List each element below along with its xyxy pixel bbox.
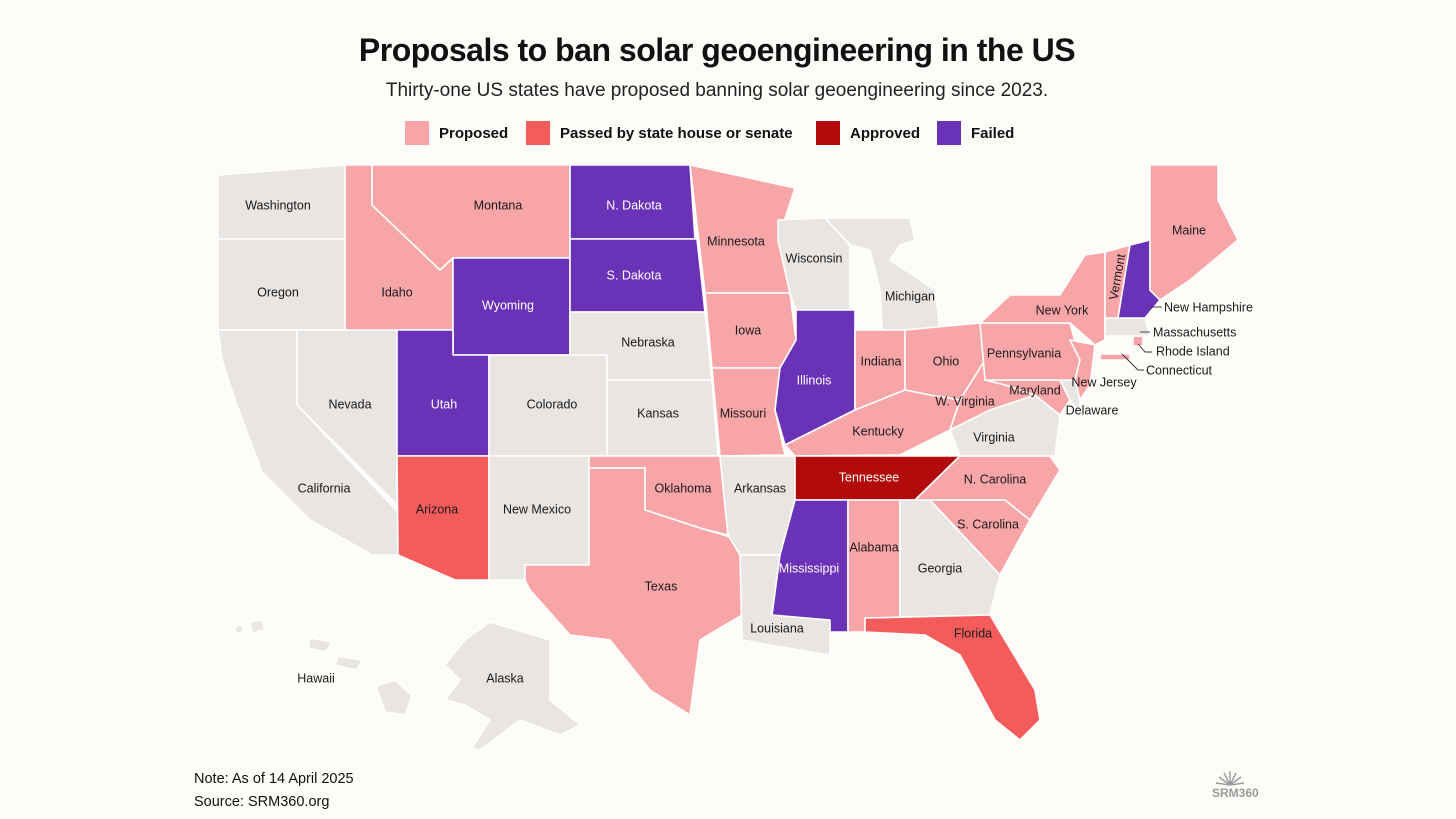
label-delaware: Delaware [1066,403,1119,417]
label-georgia: Georgia [918,561,963,575]
label-w-virginia: W. Virginia [935,394,995,408]
label-ohio: Ohio [933,354,959,368]
logo-text: SRM360 [1212,786,1259,800]
label-s-carolina: S. Carolina [957,517,1019,531]
srm360-logo: SRM360 [1212,770,1268,800]
label-tennessee: Tennessee [839,470,900,484]
legend-swatch-proposed [405,121,429,145]
legend-label-proposed: Proposed [439,124,509,142]
label-connecticut: Connecticut [1146,363,1213,377]
state-hawaii-5[interactable] [375,679,413,716]
leader-connecticut [1121,353,1144,371]
label-texas: Texas [645,579,678,593]
legend-label-passed: Passed by state house or senate [560,124,793,142]
label-hawaii: Hawaii [297,671,335,685]
label-n-dakota: N. Dakota [606,198,662,212]
state-hawaii-4[interactable] [334,655,363,671]
label-mississippi: Mississippi [779,561,839,575]
label-illinois: Illinois [797,373,832,387]
map-title: Proposals to ban solar geoengineering in… [358,32,1076,68]
state-new-mexico[interactable] [488,455,590,581]
label-nebraska: Nebraska [621,335,675,349]
legend-item-approved: Approved [816,121,920,145]
legend-item-passed: Passed by state house or senate [526,121,793,145]
label-utah: Utah [431,397,457,411]
label-virginia: Virginia [973,430,1015,444]
label-alaska: Alaska [486,671,524,685]
label-florida: Florida [954,626,992,640]
label-new-mexico: New Mexico [503,502,571,516]
state-new-york[interactable] [979,251,1106,346]
label-oklahoma: Oklahoma [655,481,712,495]
label-maryland: Maryland [1009,383,1060,397]
legend-label-failed: Failed [971,124,1015,142]
source-text: Source: SRM360.org [194,794,330,810]
legend-item-proposed: Proposed [405,121,508,145]
state-alabama[interactable] [847,499,901,633]
label-iowa: Iowa [735,323,761,337]
state-hawaii-3[interactable] [307,637,333,653]
state-michigan[interactable] [824,217,941,331]
label-wyoming: Wyoming [482,298,534,312]
label-new-jersey: New Jersey [1071,375,1137,389]
legend-swatch-failed [937,121,961,145]
label-maine: Maine [1172,223,1206,237]
state-florida[interactable] [864,614,1041,741]
label-indiana: Indiana [860,354,901,368]
leader-rhode-island [1137,343,1152,353]
label-louisiana: Louisiana [750,621,804,635]
label-michigan: Michigan [885,289,935,303]
label-rhode-island: Rhode Island [1156,344,1230,358]
legend: Proposed Passed by state house or senate… [0,119,1456,147]
label-n-carolina: N. Carolina [964,472,1027,486]
label-alabama: Alabama [849,540,898,554]
state-alaska[interactable] [444,621,581,751]
label-massachusetts: Massachusetts [1153,325,1236,339]
label-colorado: Colorado [527,397,578,411]
map-subtitle: Thirty-one US states have proposed banni… [385,80,1049,101]
label-arizona: Arizona [416,502,458,516]
label-oregon: Oregon [257,285,299,299]
label-montana: Montana [474,198,523,212]
state-arizona[interactable] [396,455,490,581]
state-texas[interactable] [524,467,743,716]
label-s-dakota: S. Dakota [607,268,662,282]
label-pennsylvania: Pennsylvania [987,346,1061,360]
label-new-york: New York [1036,303,1090,317]
label-wisconsin: Wisconsin [786,251,843,265]
label-kentucky: Kentucky [852,424,904,438]
label-washington: Washington [245,198,311,212]
label-new-hampshire: New Hampshire [1164,300,1253,314]
state-connecticut[interactable] [1099,353,1131,361]
label-arkansas: Arkansas [734,481,786,495]
state-massachusetts[interactable] [1104,317,1151,337]
note-text: Note: As of 14 April 2025 [194,771,354,787]
state-illinois[interactable] [774,309,856,446]
state-hawaii-2[interactable] [249,619,266,634]
state-hawaii-1[interactable] [233,623,245,635]
label-idaho: Idaho [381,285,412,299]
sunburst-icon [1215,771,1245,786]
legend-label-approved: Approved [850,124,921,142]
legend-swatch-approved [816,121,840,145]
legend-item-failed: Failed [937,121,1014,145]
label-minnesota: Minnesota [707,234,765,248]
state-maine[interactable] [1149,164,1239,301]
state-missouri[interactable] [711,367,786,457]
label-california: California [298,481,351,495]
label-kansas: Kansas [637,406,679,420]
legend-swatch-passed [526,121,550,145]
label-missouri: Missouri [720,406,767,420]
label-nevada: Nevada [328,397,371,411]
